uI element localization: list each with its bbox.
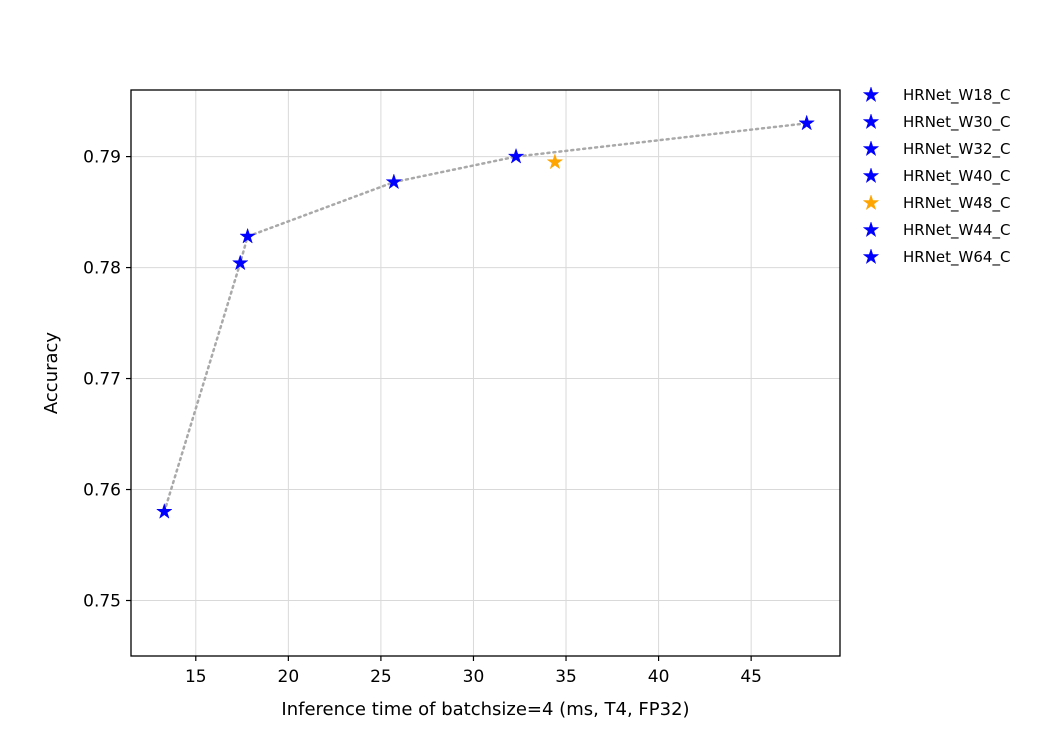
x-tick-label: 20 — [278, 667, 300, 687]
y-tick-label: 0.78 — [83, 259, 121, 279]
legend-marker-hrnet-w18-c — [862, 86, 880, 103]
y-axis-label: Accuracy — [41, 332, 62, 415]
point-hrnet-w18-c — [155, 502, 173, 519]
point-hrnet-w48-c — [546, 153, 564, 170]
y-tick-label: 0.79 — [83, 148, 121, 168]
point-hrnet-w64-c — [798, 114, 816, 131]
data-points — [155, 114, 816, 519]
point-hrnet-w40-c — [385, 173, 403, 190]
y-axis-ticks: 0.75 0.76 0.77 0.78 0.79 — [83, 148, 131, 612]
x-tick-label: 25 — [370, 667, 392, 687]
point-hrnet-w44-c — [507, 147, 525, 164]
point-hrnet-w30-c — [231, 254, 249, 271]
legend-label-hrnet-w48-c: HRNet_W48_C — [903, 194, 1010, 213]
legend-marker-hrnet-w40-c — [862, 167, 880, 184]
legend-marker-hrnet-w44-c — [862, 221, 880, 238]
x-tick-label: 30 — [463, 667, 485, 687]
legend-label-hrnet-w44-c: HRNet_W44_C — [903, 221, 1010, 240]
y-tick-label: 0.75 — [83, 592, 121, 612]
legend-marker-hrnet-w30-c — [862, 113, 880, 130]
legend: HRNet_W18_C HRNet_W30_C HRNet_W32_C HRNet_W… — [862, 86, 1010, 267]
legend-marker-hrnet-w48-c — [862, 194, 880, 211]
x-tick-label: 35 — [555, 667, 577, 687]
legend-marker-hrnet-w64-c — [862, 248, 880, 265]
legend-label-hrnet-w30-c: HRNet_W30_C — [903, 113, 1010, 132]
x-tick-label: 15 — [185, 667, 207, 687]
y-tick-label: 0.76 — [83, 481, 121, 501]
x-axis-label: Inference time of batchsize=4 (ms, T4, F… — [281, 699, 689, 720]
trend-line — [163, 122, 808, 513]
legend-label-hrnet-w32-c: HRNet_W32_C — [903, 140, 1010, 159]
trend-line-path — [163, 122, 808, 513]
legend-label-hrnet-w64-c: HRNet_W64_C — [903, 248, 1010, 267]
legend-label-hrnet-w40-c: HRNet_W40_C — [903, 167, 1010, 186]
legend-label-hrnet-w18-c: HRNet_W18_C — [903, 86, 1010, 105]
y-tick-label: 0.77 — [83, 370, 121, 390]
grid — [131, 90, 840, 656]
point-hrnet-w32-c — [239, 227, 256, 244]
x-axis-ticks: 15 20 25 30 35 40 45 — [185, 656, 762, 687]
plot-frame — [130, 89, 841, 657]
legend-marker-hrnet-w32-c — [862, 140, 880, 157]
x-tick-label: 45 — [740, 667, 762, 687]
x-tick-label: 40 — [648, 667, 670, 687]
